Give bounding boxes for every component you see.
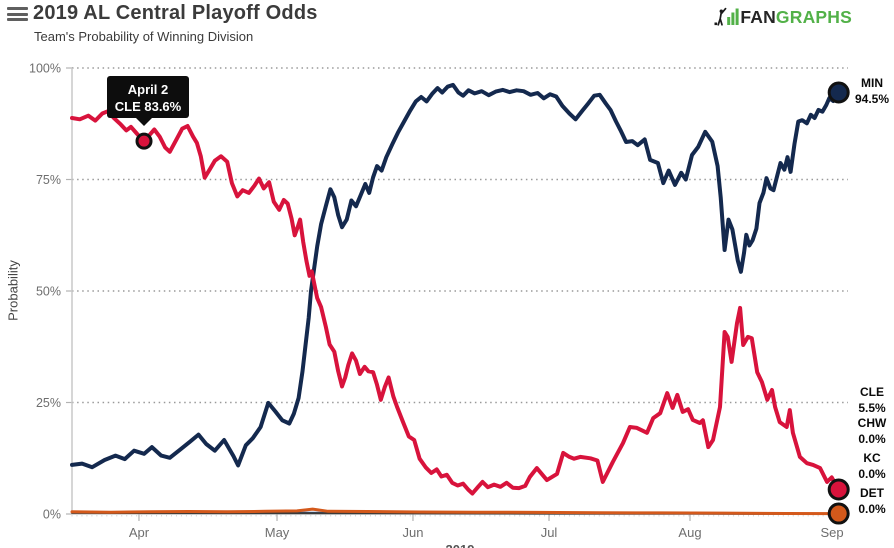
x-axis-title: 2019 bbox=[410, 542, 510, 548]
fangraphs-batter-icon bbox=[714, 7, 739, 26]
x-tick-label: May bbox=[265, 525, 290, 540]
x-tick-label: Jul bbox=[541, 525, 558, 540]
y-tick-label: 25% bbox=[36, 396, 61, 410]
y-tick-label: 75% bbox=[36, 173, 61, 187]
y-axis-title: Probability bbox=[5, 260, 21, 321]
x-tick-label: Jun bbox=[402, 525, 423, 540]
y-tick-label: 100% bbox=[29, 62, 61, 76]
x-tick-label: Apr bbox=[129, 525, 150, 540]
series-label-cle: CLE 5.5% bbox=[858, 385, 886, 415]
logo-text-graphs: GRAPHS bbox=[775, 7, 852, 27]
fangraphs-logo[interactable]: FAN GRAPHS bbox=[714, 7, 852, 27]
x-tick-label: Sep bbox=[820, 525, 843, 540]
line-CLE bbox=[70, 109, 841, 496]
series-label-det: DET 0.0% bbox=[858, 486, 886, 516]
menu-button[interactable] bbox=[7, 7, 28, 23]
series-label-chw: CHW 0.0% bbox=[857, 416, 887, 446]
logo-text-fan: FAN bbox=[740, 7, 776, 27]
hamburger-icon bbox=[7, 18, 28, 21]
y-tick-label: 0% bbox=[43, 508, 61, 522]
series-label-kc: KC 0.0% bbox=[858, 451, 886, 481]
end-marker-MIN[interactable] bbox=[827, 81, 850, 104]
series-label-min: MIN 94.5% bbox=[854, 76, 890, 106]
tooltip-value: CLE 83.6% bbox=[114, 99, 182, 114]
y-tick-label: 50% bbox=[36, 285, 61, 299]
selected-point-marker[interactable] bbox=[135, 132, 153, 150]
x-tick-label: Aug bbox=[678, 525, 701, 540]
end-marker-CLE[interactable] bbox=[827, 478, 850, 501]
hamburger-icon bbox=[7, 12, 28, 16]
line-MIN bbox=[70, 82, 841, 470]
line-DET bbox=[70, 507, 841, 516]
tooltip-date: April 2 bbox=[127, 82, 169, 97]
hover-tooltip: April 2 CLE 83.6% bbox=[107, 76, 189, 126]
page-subtitle: Team's Probability of Winning Division bbox=[34, 29, 254, 44]
page-title: 2019 AL Central Playoff Odds bbox=[33, 2, 318, 24]
hamburger-icon bbox=[7, 7, 28, 10]
end-marker-DET[interactable] bbox=[827, 502, 850, 525]
